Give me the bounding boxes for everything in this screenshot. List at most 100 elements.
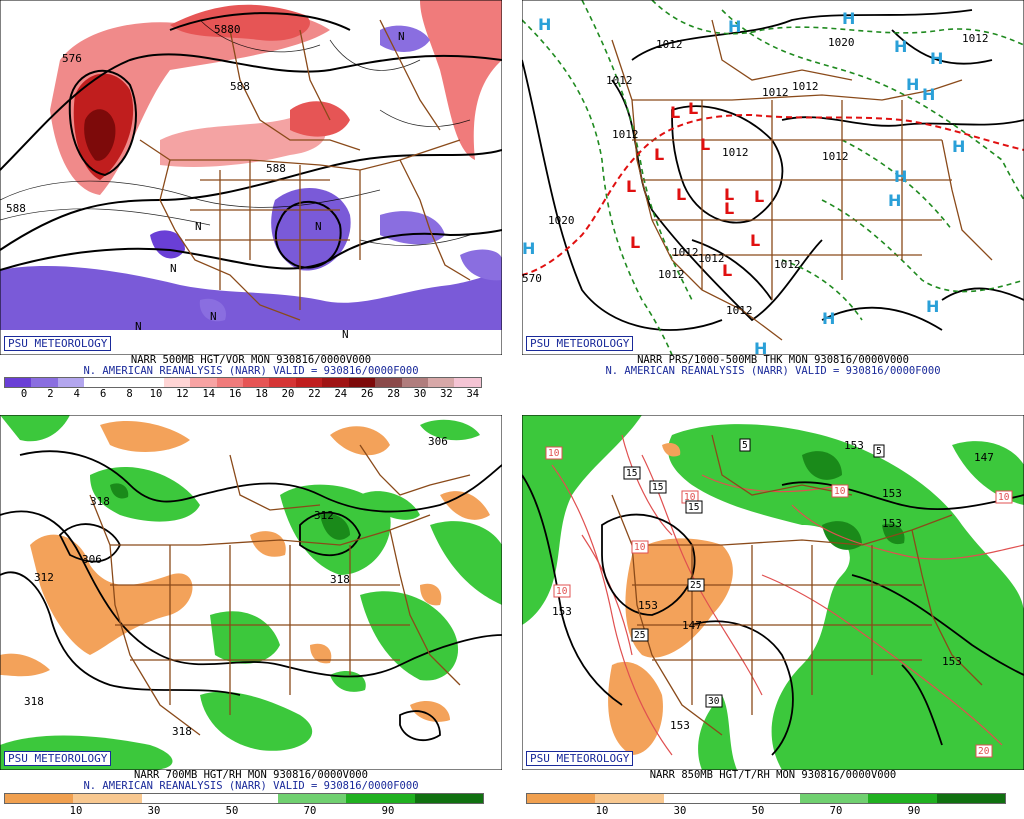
high-pressure-symbol: H [922,85,935,104]
panel-subtitle: N. AMERICAN REANALYSIS (NARR) VALID = 93… [605,365,941,377]
colorbar-tick-label: 30 [673,805,687,817]
colorbar-segment [57,378,85,387]
contour-label: 588 [6,202,26,215]
low-pressure-symbol: L [750,231,760,250]
psu-meteorology-badge: PSU METEOROLOGY [4,751,112,766]
isobar-label: 1012 [774,258,801,271]
colorbar-tick-label: 12 [176,388,189,400]
colorbar-ticks: 10 30 50 70 90 [526,805,1016,817]
colorbar-segment [84,378,111,387]
high-pressure-symbol: H [822,309,835,328]
colorbar-tick-label: 6 [100,388,107,400]
colorbar-tick-label: 70 [829,805,843,817]
temp-label: 15 [685,500,703,514]
colorbar-segment [454,378,481,387]
contour-label: 147 [974,451,994,464]
svg-text:10: 10 [556,586,568,597]
colorbar-tick-label: 50 [225,805,239,817]
vorticity-negative-region [271,188,351,271]
contour-label: 576 [62,52,82,65]
colorbar-ticks: 10 30 50 70 90 [4,805,494,817]
high-pressure-symbol: H [952,137,965,156]
colorbar-segment [216,378,243,387]
contour-label: 153 [638,599,658,612]
high-pressure-symbol: H [930,49,943,68]
high-pressure-symbol: H [754,339,767,355]
colorbar-segment [242,378,270,387]
colorbar-tick-label: 70 [303,805,317,817]
psu-meteorology-badge: PSU METEOROLOGY [526,751,634,766]
vorticity-negative-region [0,265,502,330]
contour-label: 588 [230,80,250,93]
colorbar-segment [375,378,402,387]
colorbar-segment [595,794,664,803]
low-pressure-symbol: L [654,145,664,164]
isobar-label: 1012 [698,252,725,265]
isobar-label: 1012 [962,32,989,45]
contour-labels: 306 312 312 306 318 318 318 318 [24,435,448,738]
low-pressure-symbol: L [676,185,686,204]
temp-label: 25 [631,628,649,642]
panel-pressure-thickness: H H H H H H H H H H H H H H L L L L L L [522,0,1024,404]
extrema-label: N [210,310,217,323]
low-pressure-symbol: L [724,199,734,218]
colorbar-rh [4,793,484,804]
dry-regions [0,420,490,722]
extrema-markers: N N N N N N N [135,30,405,341]
high-pressure-symbol: H [522,239,535,258]
colorbar-segment [5,794,74,803]
high-pressure-symbol: H [538,15,551,34]
colorbar-tick-label: 18 [255,388,268,400]
contour-label: 588 [266,162,286,175]
svg-text:10: 10 [684,492,696,503]
map-700mb-rh: 306 312 312 306 318 318 318 318 [0,415,502,770]
colorbar-tick-label: 32 [440,388,453,400]
isobar-label: 1012 [822,150,849,163]
vorticity-positive-region [420,0,502,160]
contour-label: 153 [552,605,572,618]
height-contours [522,474,1024,756]
svg-text:10: 10 [548,448,560,459]
colorbar-tick-label: 90 [907,805,921,817]
colorbar-segment [137,378,164,387]
colorbar-tick-label: 24 [334,388,348,400]
colorbar-tick-label: 26 [360,388,374,400]
isobar-label: 1012 [672,246,699,259]
vorticity-negative-region [460,249,502,281]
colorbar-tick-label: 10 [149,388,163,400]
colorbar-segment [5,378,32,387]
svg-text:20: 20 [978,746,990,757]
contour-label: 312 [314,509,334,522]
very-moist-regions [110,483,350,540]
isobar-labels: 1012 1012 1012 1012 1012 1012 1012 1012 … [522,32,989,317]
temp-label: 10 [631,540,649,554]
isobar-label: 1012 [658,268,685,281]
svg-text:10: 10 [998,492,1010,503]
colorbar-segment [868,794,937,803]
isobar-label: 1012 [726,304,753,317]
panel-subtitle: N. AMERICAN REANALYSIS (NARR) VALID = 93… [83,780,419,792]
contour-label: 318 [172,725,192,738]
low-pressure-symbol: L [700,135,710,154]
isobar-label: 1012 [612,128,639,141]
map-500mb-vorticity: N N N N N N N 576 588 588 5880 588 [0,0,502,355]
svg-text:5: 5 [742,440,748,451]
temp-label: 25 [687,578,705,592]
svg-text:10: 10 [834,486,846,497]
extrema-label: N [195,220,202,233]
map-850mb-rh: 153 153 153 153 153 153 147 147 153 5 10… [522,415,1024,770]
isobar-label: 1012 [656,38,683,51]
vorticity-positive-region [290,101,350,137]
colorbar-segment [73,794,142,803]
svg-text:30: 30 [708,696,720,707]
svg-text:15: 15 [626,468,637,479]
contour-label: 147 [682,619,702,632]
colorbar-tick-label: 90 [381,805,395,817]
panel-500mb-vorticity: N N N N N N N 576 588 588 5880 588 PSU M… [0,0,502,404]
vorticity-positive-region [160,115,326,167]
extrema-label: N [135,320,142,333]
contour-label: 318 [24,695,44,708]
colorbar-segment [800,794,869,803]
thickness-570-contour [522,113,1024,276]
contour-labels: 576 588 588 5880 588 [6,23,286,215]
